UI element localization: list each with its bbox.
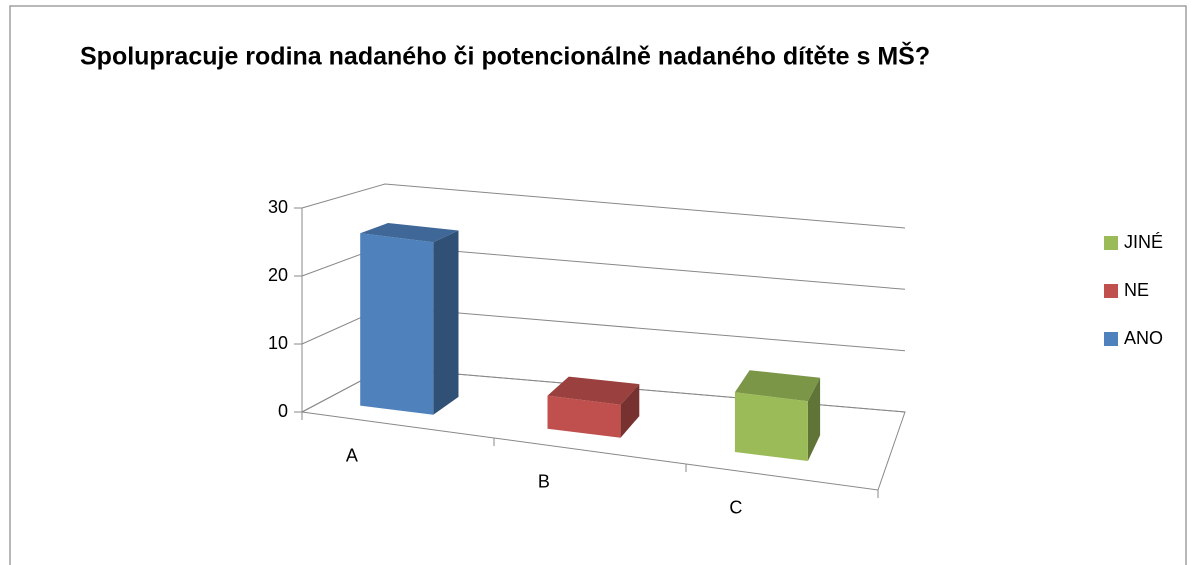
chart-title: Spolupracuje rodina nadaného či potencio… xyxy=(80,41,930,71)
legend-label: ANO xyxy=(1124,328,1163,348)
legend-swatch xyxy=(1104,284,1118,298)
bar-side xyxy=(807,377,821,461)
y-tick-label: 20 xyxy=(268,265,288,285)
y-tick-label: 30 xyxy=(268,197,288,217)
bar xyxy=(547,395,621,438)
bar-top xyxy=(547,376,640,405)
legend-label: NE xyxy=(1124,280,1149,300)
legend-label: JINÉ xyxy=(1124,232,1163,252)
x-tick-label: C xyxy=(729,498,742,518)
legend-swatch xyxy=(1104,236,1118,250)
grid-line xyxy=(301,183,906,229)
bar-side xyxy=(620,384,640,438)
bar xyxy=(360,233,434,415)
y-tick-label: 10 xyxy=(268,333,288,353)
bar-top xyxy=(734,370,821,402)
bar-side xyxy=(433,230,459,415)
chart-frame xyxy=(9,5,1187,565)
x-tick-label: A xyxy=(346,446,358,466)
x-tick-label: B xyxy=(538,472,550,492)
bar xyxy=(734,392,808,461)
legend-swatch xyxy=(1104,332,1118,346)
y-tick-label: 0 xyxy=(278,401,288,421)
bar-top xyxy=(360,223,459,243)
